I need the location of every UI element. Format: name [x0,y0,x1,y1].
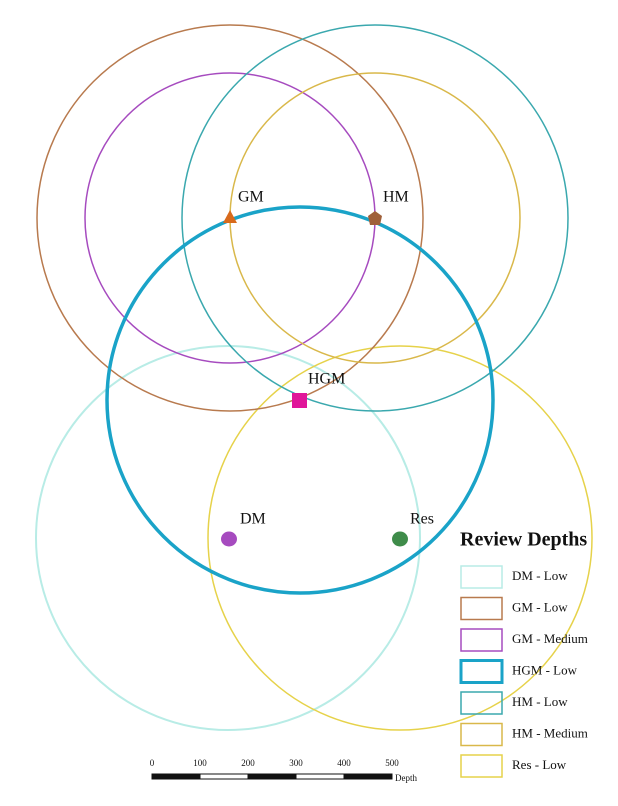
legend-label: DM - Low [512,568,568,583]
res-low-ring [207,345,593,731]
legend-label: GM - Medium [512,631,588,646]
scale-segment [151,773,201,780]
legend-label: GM - Low [512,599,568,614]
scale-label: 500 [385,758,399,768]
point-label: GM [238,189,264,206]
scale-bar: 0 100 200 300 400 500 Depth [150,758,418,783]
hm-low-ring [181,24,569,412]
scale-label: 100 [193,758,207,768]
dm-low-ring [35,345,421,731]
hm-marker [368,211,382,225]
res-marker [392,531,408,547]
scale-segment [247,773,297,780]
legend-swatch [460,754,503,778]
scale-label: 400 [337,758,351,768]
scale-label: 0 [150,758,155,768]
legend-swatch [459,659,504,684]
legend-swatch [460,628,503,652]
scale-label: 200 [241,758,255,768]
point-label: DM [240,511,266,528]
gm-marker [223,210,237,223]
legend-label: HM - Medium [512,725,588,740]
legend: DM - Low GM - Low GM - Medium HGM - Low HM -… [459,565,588,778]
legend-swatch [460,565,503,589]
scale-segment [199,773,249,780]
legend-label: HM - Low [512,694,568,709]
hgm-low-ring [105,205,495,595]
legend-label: Res - Low [512,757,567,772]
scale-segment [295,773,345,780]
hgm-marker [292,393,307,408]
scale-label: 300 [289,758,303,768]
scale-unit: Depth [395,773,417,783]
markers [221,210,408,547]
gm-low-ring [36,24,424,412]
point-label: HGM [308,371,345,388]
legend-title: Review Depths [460,529,587,551]
dm-marker [221,531,237,547]
scale-segment [343,773,393,780]
legend-swatch [460,596,503,621]
legend-swatch [460,691,503,715]
legend-label: HGM - Low [512,662,578,677]
point-label: HM [383,189,409,206]
point-label: Res [410,511,434,528]
legend-swatch [460,722,503,747]
